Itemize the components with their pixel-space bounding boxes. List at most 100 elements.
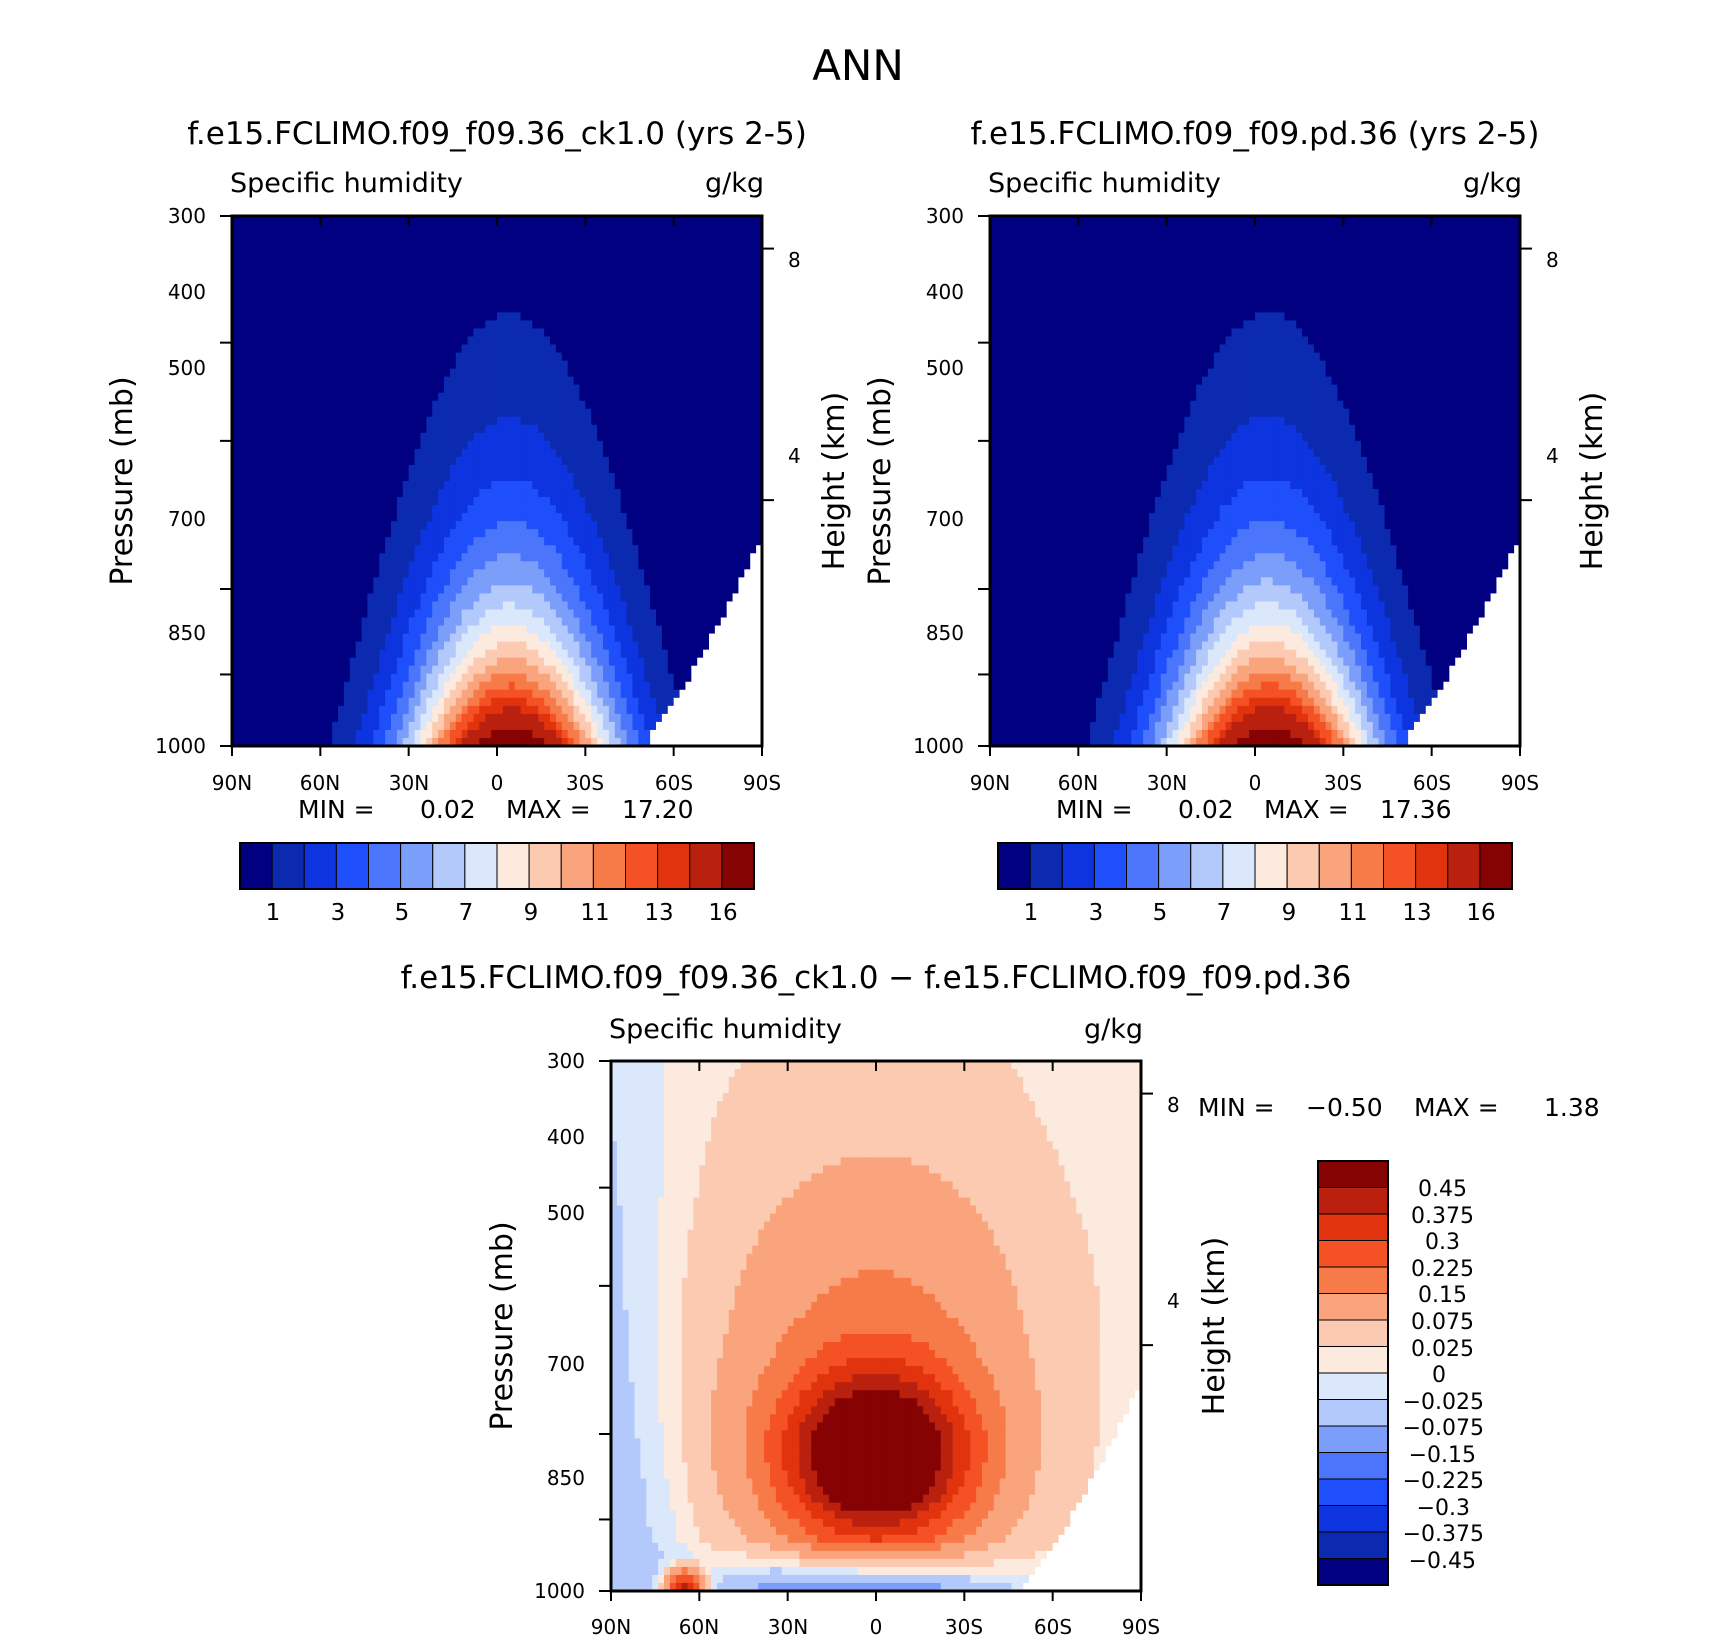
field-cell (414, 481, 422, 490)
field-cell (638, 264, 645, 273)
field-cell (608, 537, 616, 546)
field-cell (603, 440, 610, 450)
field-cell (255, 617, 263, 627)
field-cell (673, 537, 681, 546)
field-cell (420, 416, 427, 426)
field-cell (691, 569, 698, 578)
field-cell (738, 392, 745, 402)
field-cell (285, 288, 292, 297)
field-cell (544, 368, 551, 378)
field-cell (449, 545, 457, 554)
field-cell (656, 240, 663, 249)
field-cell (626, 521, 634, 530)
field-cell (449, 609, 457, 619)
field-cell (697, 633, 704, 643)
field-cell (603, 585, 610, 595)
field-cell (302, 288, 310, 297)
field-cell (709, 304, 716, 313)
field-cell (597, 505, 604, 514)
field-cell (526, 376, 533, 386)
field-cell (508, 609, 516, 619)
field-cell (449, 280, 457, 289)
field-cell (444, 256, 451, 265)
field-cell (326, 505, 333, 514)
field-cell (573, 569, 581, 578)
field-cell (750, 376, 757, 386)
field-cell (332, 625, 339, 635)
field-cell (732, 497, 740, 506)
field-cell (314, 649, 321, 659)
field-cell (385, 553, 392, 562)
field-cell (473, 625, 480, 635)
field-cell (285, 360, 292, 370)
field-cell (302, 529, 310, 538)
field-cell (585, 521, 592, 530)
field-cell (308, 248, 316, 257)
field-cell (249, 513, 257, 522)
field-cell (432, 617, 439, 627)
field-cell (497, 625, 504, 635)
field-cell (614, 424, 622, 434)
field-cell (685, 440, 692, 450)
field-cell (661, 328, 669, 338)
field-cell (290, 360, 298, 370)
field-cell (597, 424, 604, 434)
field-cell (232, 513, 239, 522)
field-cell (461, 505, 469, 514)
field-cell (544, 416, 551, 426)
field-cell (485, 296, 492, 305)
field-cell (237, 456, 245, 466)
field-cell (532, 617, 539, 627)
field-cell (502, 232, 510, 241)
field-cell (438, 288, 445, 297)
field-cell (402, 248, 410, 257)
field-cell (373, 641, 380, 651)
field-cell (732, 472, 740, 482)
field-cell (573, 497, 581, 506)
field-cell (532, 240, 539, 249)
field-cell (320, 657, 327, 667)
field-cell (408, 256, 416, 265)
field-cell (361, 248, 369, 257)
field-cell (561, 240, 569, 249)
field-cell (673, 408, 681, 418)
field-cell (497, 649, 504, 659)
field-cell (273, 320, 280, 330)
field-cell (479, 625, 486, 635)
field-cell (261, 296, 268, 305)
field-cell (396, 376, 404, 386)
field-cell (479, 657, 486, 667)
field-cell (338, 240, 345, 249)
field-cell (290, 416, 298, 426)
field-cell (532, 248, 539, 257)
field-cell (720, 352, 728, 362)
field-cell (273, 240, 280, 249)
field-cell (479, 328, 486, 338)
field-cell (467, 569, 475, 578)
field-cell (555, 256, 563, 265)
field-cell (308, 561, 316, 570)
field-cell (697, 344, 704, 354)
field-cell (656, 232, 663, 241)
field-cell (591, 304, 598, 313)
field-cell (414, 296, 422, 305)
field-cell (332, 296, 339, 305)
field-cell (455, 272, 463, 281)
field-cell (561, 368, 569, 378)
field-cell (673, 456, 681, 466)
field-cell (308, 448, 316, 458)
field-cell (638, 248, 645, 257)
field-cell (620, 272, 628, 281)
field-cell (650, 288, 657, 297)
field-cell (426, 593, 433, 603)
field-cell (467, 577, 475, 586)
field-cell (538, 456, 545, 466)
field-cell (296, 464, 304, 474)
field-cell (656, 497, 663, 506)
field-cell (355, 609, 363, 619)
field-cell (367, 577, 374, 586)
field-cell (420, 352, 427, 362)
field-cell (314, 280, 321, 289)
field-cell (608, 617, 616, 627)
field-cell (479, 537, 486, 546)
